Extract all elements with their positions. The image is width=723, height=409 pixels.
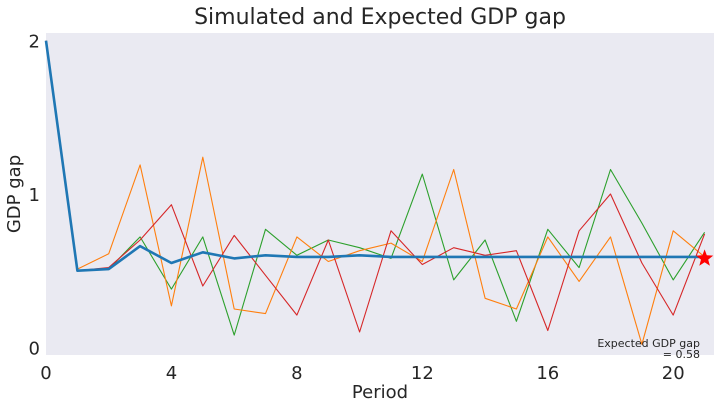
y-tick-label: 1 xyxy=(29,185,40,206)
y-tick-labels: 0 1 2 xyxy=(29,32,40,360)
x-tick-label: 16 xyxy=(536,363,559,384)
x-tick-label: 4 xyxy=(166,363,177,384)
series-line-3 xyxy=(45,40,706,333)
series-line-1 xyxy=(45,40,706,336)
x-tick-label: 0 xyxy=(40,363,51,384)
annotation-line2: = 0.58 xyxy=(663,348,700,361)
annotation-line1: Expected GDP gap xyxy=(597,337,700,350)
y-tick-label: 0 xyxy=(29,338,40,359)
series-line-4 xyxy=(44,40,705,273)
series-lines xyxy=(44,40,706,345)
y-tick-label: 2 xyxy=(29,32,40,53)
chart-title: Simulated and Expected GDP gap xyxy=(194,5,566,30)
y-axis-label: GDP gap xyxy=(4,155,25,233)
x-tick-label: 20 xyxy=(662,363,685,384)
star-marker xyxy=(696,249,714,266)
x-tick-label: 8 xyxy=(291,363,302,384)
x-axis-label: Period xyxy=(352,382,408,403)
x-tick-label: 12 xyxy=(411,363,434,384)
x-tick-labels: 0 4 8 12 16 20 xyxy=(40,363,684,384)
series-line-2 xyxy=(45,40,705,345)
expected-marker xyxy=(696,249,714,266)
